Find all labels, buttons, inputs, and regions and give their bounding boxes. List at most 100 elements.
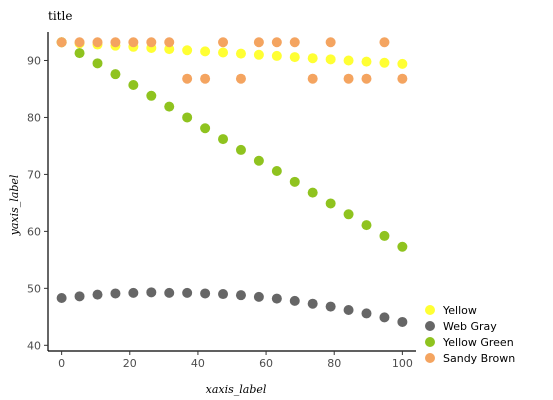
data-point bbox=[74, 48, 85, 59]
y-tick-label: 80 bbox=[27, 111, 41, 124]
data-point bbox=[361, 220, 372, 231]
data-point bbox=[74, 37, 85, 48]
legend-item: Yellow bbox=[425, 304, 477, 317]
data-point bbox=[235, 144, 246, 155]
data-point bbox=[218, 37, 229, 48]
data-point bbox=[200, 288, 211, 299]
x-axis-label: xaxis_label bbox=[206, 383, 267, 396]
series-yellow-green bbox=[56, 37, 408, 252]
data-point bbox=[235, 290, 246, 301]
y-tick-label: 40 bbox=[27, 339, 41, 352]
data-point bbox=[235, 73, 246, 84]
data-point bbox=[397, 58, 408, 69]
data-point bbox=[289, 37, 300, 48]
data-point bbox=[271, 293, 282, 304]
data-point bbox=[343, 55, 354, 66]
series-sandy-brown bbox=[56, 37, 408, 84]
y-tick-label: 60 bbox=[27, 225, 41, 238]
data-point bbox=[253, 37, 264, 48]
data-point bbox=[182, 45, 193, 56]
data-point bbox=[110, 37, 121, 48]
data-point bbox=[379, 312, 390, 323]
data-point bbox=[397, 241, 408, 252]
data-point bbox=[379, 57, 390, 68]
data-point bbox=[218, 47, 229, 58]
series-yellow bbox=[56, 37, 408, 69]
series-web-gray bbox=[56, 287, 408, 327]
data-point bbox=[271, 165, 282, 176]
data-point bbox=[343, 304, 354, 315]
x-tick-label: 60 bbox=[259, 357, 273, 370]
axes: 0 20 40 60 80 100 40 50 60 70 80 90 bbox=[27, 32, 416, 370]
data-point bbox=[271, 37, 282, 48]
data-point bbox=[307, 187, 318, 198]
legend-item: Sandy Brown bbox=[425, 352, 515, 365]
data-point bbox=[128, 79, 139, 90]
data-point bbox=[361, 56, 372, 67]
data-point bbox=[325, 198, 336, 209]
data-point bbox=[146, 287, 157, 298]
data-point bbox=[343, 209, 354, 220]
data-point bbox=[253, 155, 264, 166]
legend-marker bbox=[425, 337, 435, 347]
data-point bbox=[325, 37, 336, 48]
legend-marker bbox=[425, 321, 435, 331]
data-point bbox=[110, 69, 121, 80]
data-point bbox=[307, 298, 318, 309]
chart-title: title bbox=[48, 9, 72, 23]
data-point bbox=[325, 301, 336, 312]
data-point bbox=[92, 37, 103, 48]
data-point bbox=[361, 73, 372, 84]
data-point bbox=[271, 50, 282, 61]
data-point bbox=[289, 295, 300, 306]
data-point bbox=[253, 291, 264, 302]
legend-label: Yellow bbox=[442, 304, 477, 317]
x-tick-label: 20 bbox=[123, 357, 137, 370]
data-point bbox=[235, 48, 246, 59]
y-tick-label: 50 bbox=[27, 282, 41, 295]
data-point bbox=[289, 176, 300, 187]
data-point bbox=[379, 37, 390, 48]
data-point bbox=[164, 44, 175, 55]
plot-area bbox=[56, 37, 408, 327]
data-point bbox=[92, 289, 103, 300]
x-tick-label: 0 bbox=[58, 357, 65, 370]
legend-marker bbox=[425, 305, 435, 315]
data-point bbox=[164, 101, 175, 112]
y-tick-label: 90 bbox=[27, 54, 41, 67]
data-point bbox=[146, 90, 157, 101]
data-point bbox=[182, 287, 193, 298]
data-point bbox=[218, 134, 229, 145]
data-point bbox=[218, 289, 229, 300]
data-point bbox=[164, 287, 175, 298]
y-tick-label: 70 bbox=[27, 168, 41, 181]
data-point bbox=[253, 49, 264, 60]
data-point bbox=[397, 316, 408, 327]
x-tick-label: 80 bbox=[327, 357, 341, 370]
x-tick-label: 100 bbox=[392, 357, 413, 370]
legend-item: Web Gray bbox=[425, 320, 497, 333]
data-point bbox=[128, 37, 139, 48]
data-point bbox=[146, 37, 157, 48]
legend: Yellow Web Gray Yellow Green Sandy Brown bbox=[425, 304, 515, 365]
data-point bbox=[307, 53, 318, 64]
data-point bbox=[182, 112, 193, 123]
data-point bbox=[182, 73, 193, 84]
data-point bbox=[200, 123, 211, 134]
data-point bbox=[74, 291, 85, 302]
data-point bbox=[110, 288, 121, 299]
data-point bbox=[325, 54, 336, 65]
data-point bbox=[361, 308, 372, 319]
legend-label: Yellow Green bbox=[442, 336, 514, 349]
data-point bbox=[128, 287, 139, 298]
data-point bbox=[397, 73, 408, 84]
data-point bbox=[200, 73, 211, 84]
legend-label: Web Gray bbox=[443, 320, 497, 333]
data-point bbox=[92, 58, 103, 69]
data-point bbox=[379, 230, 390, 241]
y-axis-label: yaxis_label bbox=[8, 174, 21, 236]
data-point bbox=[56, 37, 67, 48]
x-tick-label: 40 bbox=[191, 357, 205, 370]
data-point bbox=[343, 73, 354, 84]
